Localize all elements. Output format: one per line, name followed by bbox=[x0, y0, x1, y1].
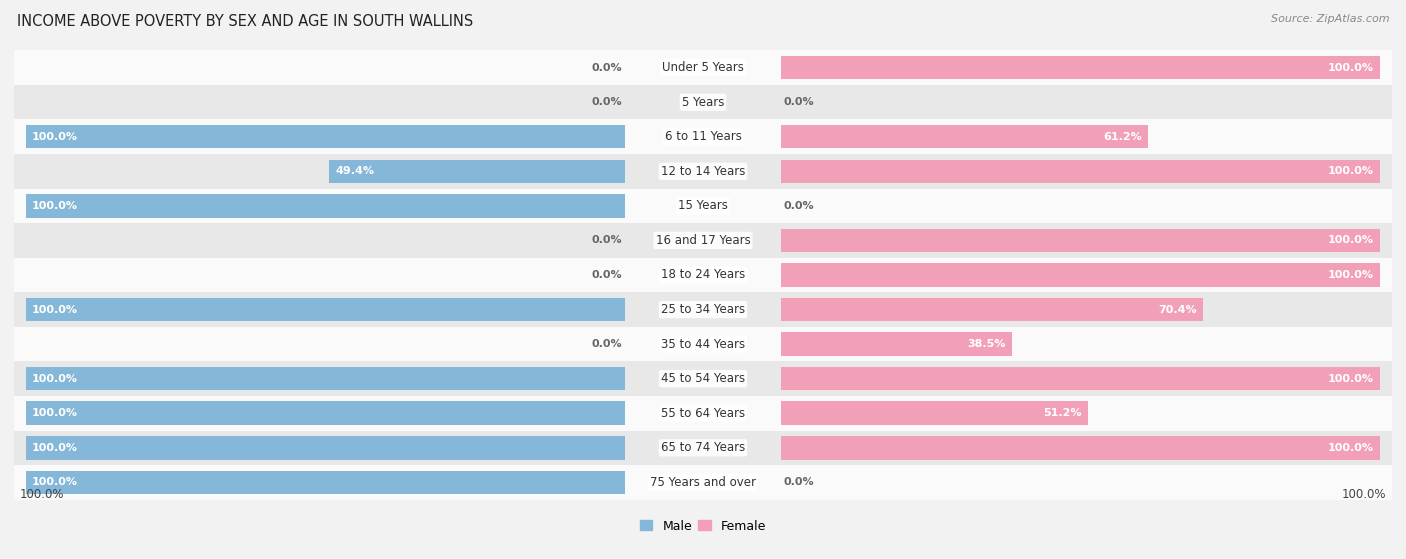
Text: 0.0%: 0.0% bbox=[592, 63, 621, 73]
Bar bbox=[14, 85, 1392, 120]
Text: 61.2%: 61.2% bbox=[1102, 132, 1142, 142]
Text: Source: ZipAtlas.com: Source: ZipAtlas.com bbox=[1271, 14, 1389, 24]
Bar bbox=[27, 194, 626, 217]
Text: INCOME ABOVE POVERTY BY SEX AND AGE IN SOUTH WALLINS: INCOME ABOVE POVERTY BY SEX AND AGE IN S… bbox=[17, 14, 474, 29]
Bar bbox=[27, 436, 626, 459]
Text: 100.0%: 100.0% bbox=[32, 477, 77, 487]
Bar bbox=[780, 298, 1202, 321]
Bar bbox=[14, 361, 1392, 396]
Bar bbox=[27, 401, 626, 425]
Bar bbox=[780, 159, 1379, 183]
Text: 100.0%: 100.0% bbox=[1329, 373, 1374, 383]
Text: 0.0%: 0.0% bbox=[592, 97, 621, 107]
Bar bbox=[14, 50, 1392, 85]
Bar bbox=[27, 298, 626, 321]
Bar bbox=[14, 327, 1392, 361]
Text: 0.0%: 0.0% bbox=[592, 339, 621, 349]
Text: 18 to 24 Years: 18 to 24 Years bbox=[661, 268, 745, 282]
Bar bbox=[27, 471, 626, 494]
Text: 15 Years: 15 Years bbox=[678, 200, 728, 212]
Text: 75 Years and over: 75 Years and over bbox=[650, 476, 756, 489]
Bar bbox=[14, 292, 1392, 327]
Text: 100.0%: 100.0% bbox=[20, 489, 65, 501]
Bar bbox=[14, 258, 1392, 292]
Text: 5 Years: 5 Years bbox=[682, 96, 724, 108]
Text: 100.0%: 100.0% bbox=[1329, 63, 1374, 73]
Text: 45 to 54 Years: 45 to 54 Years bbox=[661, 372, 745, 385]
Bar bbox=[780, 56, 1379, 79]
Text: 55 to 64 Years: 55 to 64 Years bbox=[661, 407, 745, 420]
Bar bbox=[14, 154, 1392, 188]
Bar bbox=[780, 401, 1088, 425]
Bar bbox=[14, 188, 1392, 223]
Text: 49.4%: 49.4% bbox=[335, 166, 374, 176]
Bar bbox=[27, 367, 626, 390]
Text: 51.2%: 51.2% bbox=[1043, 408, 1081, 418]
Text: 0.0%: 0.0% bbox=[785, 477, 814, 487]
Text: 12 to 14 Years: 12 to 14 Years bbox=[661, 165, 745, 178]
Text: 0.0%: 0.0% bbox=[785, 201, 814, 211]
Text: 100.0%: 100.0% bbox=[32, 132, 77, 142]
Bar bbox=[780, 125, 1147, 149]
Bar bbox=[780, 333, 1011, 356]
Text: 100.0%: 100.0% bbox=[32, 443, 77, 453]
Text: 0.0%: 0.0% bbox=[592, 270, 621, 280]
Text: 100.0%: 100.0% bbox=[1341, 489, 1386, 501]
Bar bbox=[27, 125, 626, 149]
Text: 100.0%: 100.0% bbox=[32, 408, 77, 418]
Bar bbox=[14, 223, 1392, 258]
Text: 6 to 11 Years: 6 to 11 Years bbox=[665, 130, 741, 143]
Text: 100.0%: 100.0% bbox=[1329, 235, 1374, 245]
Bar bbox=[780, 263, 1379, 287]
Bar bbox=[14, 120, 1392, 154]
Text: 16 and 17 Years: 16 and 17 Years bbox=[655, 234, 751, 247]
Bar bbox=[780, 229, 1379, 252]
Legend: Male, Female: Male, Female bbox=[636, 515, 770, 538]
Text: 25 to 34 Years: 25 to 34 Years bbox=[661, 303, 745, 316]
Text: 100.0%: 100.0% bbox=[32, 201, 77, 211]
Text: Under 5 Years: Under 5 Years bbox=[662, 61, 744, 74]
Text: 70.4%: 70.4% bbox=[1159, 305, 1197, 315]
Text: 100.0%: 100.0% bbox=[1329, 270, 1374, 280]
Text: 100.0%: 100.0% bbox=[1329, 443, 1374, 453]
Bar bbox=[329, 159, 626, 183]
Text: 0.0%: 0.0% bbox=[785, 97, 814, 107]
Text: 35 to 44 Years: 35 to 44 Years bbox=[661, 338, 745, 350]
Text: 100.0%: 100.0% bbox=[32, 305, 77, 315]
Text: 100.0%: 100.0% bbox=[32, 373, 77, 383]
Text: 100.0%: 100.0% bbox=[1329, 166, 1374, 176]
Bar bbox=[14, 396, 1392, 430]
Text: 0.0%: 0.0% bbox=[592, 235, 621, 245]
Bar bbox=[14, 465, 1392, 500]
Bar bbox=[780, 436, 1379, 459]
Bar bbox=[780, 367, 1379, 390]
Bar bbox=[14, 430, 1392, 465]
Text: 38.5%: 38.5% bbox=[967, 339, 1005, 349]
Text: 65 to 74 Years: 65 to 74 Years bbox=[661, 441, 745, 454]
